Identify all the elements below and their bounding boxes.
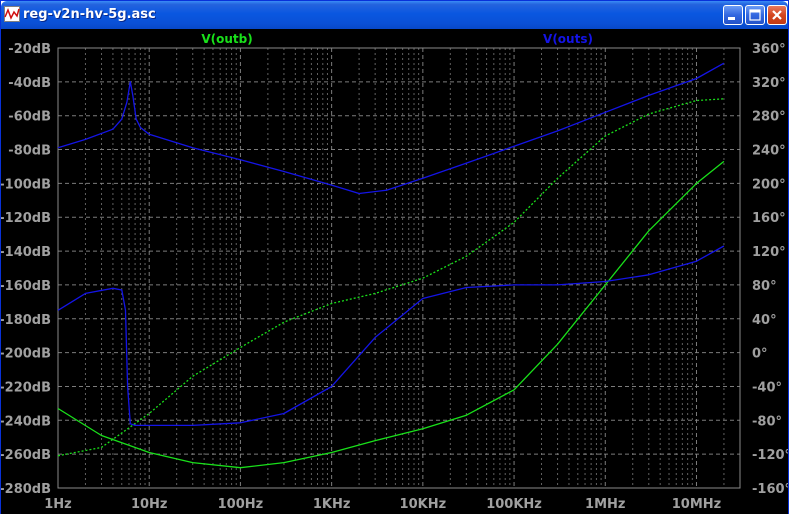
close-icon (772, 10, 782, 20)
bode-plot[interactable]: -20dB -40dB -60dB -80dB -100dB -120dB -140dB -1… (1, 29, 788, 514)
y-right-tick-label: 360° (752, 42, 786, 57)
y-right-tick-label: 120° (752, 245, 786, 260)
maximize-button[interactable] (745, 5, 765, 25)
y-left-tick-label: -40dB (8, 76, 51, 91)
y-right-tick-label: 40° (752, 313, 777, 328)
title-bar[interactable]: reg-v2n-hv-5g.asc (1, 1, 788, 29)
y-left-tick-label: -240dB (1, 414, 51, 429)
x-tick-label: 1KHz (313, 497, 351, 512)
y-right-tick-label: 240° (752, 144, 786, 159)
y-left-tick-label: -140dB (1, 245, 51, 260)
y-left-tick-label: -180dB (1, 313, 51, 328)
y-left-tick-label: -280dB (1, 482, 51, 497)
y-left-tick-label: -220dB (1, 380, 51, 395)
y-left-tick-label: -60dB (8, 110, 51, 125)
maximize-icon (749, 9, 761, 21)
v-outb-magnitude-trace (57, 160, 725, 469)
v-outb-phase-trace (57, 98, 724, 457)
y-left-tick-label: -160dB (1, 279, 51, 294)
x-tick-label: 10MHz (672, 497, 721, 512)
y-right-tick-label: 0° (752, 347, 768, 362)
v-outs-phase-trace (57, 245, 725, 427)
y-left-tick-label: -20dB (8, 42, 51, 57)
y-right-tick-label: 200° (752, 177, 786, 192)
y-right-tick-label: -160° (752, 482, 788, 497)
minimize-button[interactable] (723, 5, 743, 25)
y-left-tick-label: -100dB (1, 177, 51, 192)
y-right-tick-label: -120° (752, 448, 788, 463)
waveform-icon (4, 6, 20, 22)
y-right-tick-label: -40° (752, 380, 782, 395)
y-left-tick-label: -80dB (8, 144, 51, 159)
x-tick-label: 1Hz (44, 497, 72, 512)
plot-frame (57, 47, 741, 489)
close-button[interactable] (767, 5, 787, 25)
x-tick-label: 10KHz (400, 497, 447, 512)
x-tick-label: 100KHz (486, 497, 542, 512)
y-left-tick-label: -200dB (1, 347, 51, 362)
minimize-icon (728, 17, 735, 20)
x-tick-label: 1MHz (585, 497, 625, 512)
plot-area[interactable]: -20dB -40dB -60dB -80dB -100dB -120dB -140dB -1… (1, 29, 788, 514)
y-right-tick-label: 160° (752, 211, 786, 226)
x-tick-label: 100Hz (218, 497, 264, 512)
y-left-tick-label: -120dB (1, 211, 51, 226)
y-left-tick-label: -260dB (1, 448, 51, 463)
window-title: reg-v2n-hv-5g.asc (23, 7, 156, 22)
legend-v-outb: V(outb) (201, 32, 252, 46)
y-right-tick-label: 280° (752, 110, 786, 125)
legend-v-outs: V(outs) (543, 32, 593, 46)
v-outs-magnitude-trace (57, 62, 725, 195)
y-right-tick-label: 80° (752, 279, 777, 294)
x-tick-label: 10Hz (131, 497, 168, 512)
y-right-tick-label: 320° (752, 76, 786, 91)
y-right-tick-label: -80° (752, 414, 782, 429)
